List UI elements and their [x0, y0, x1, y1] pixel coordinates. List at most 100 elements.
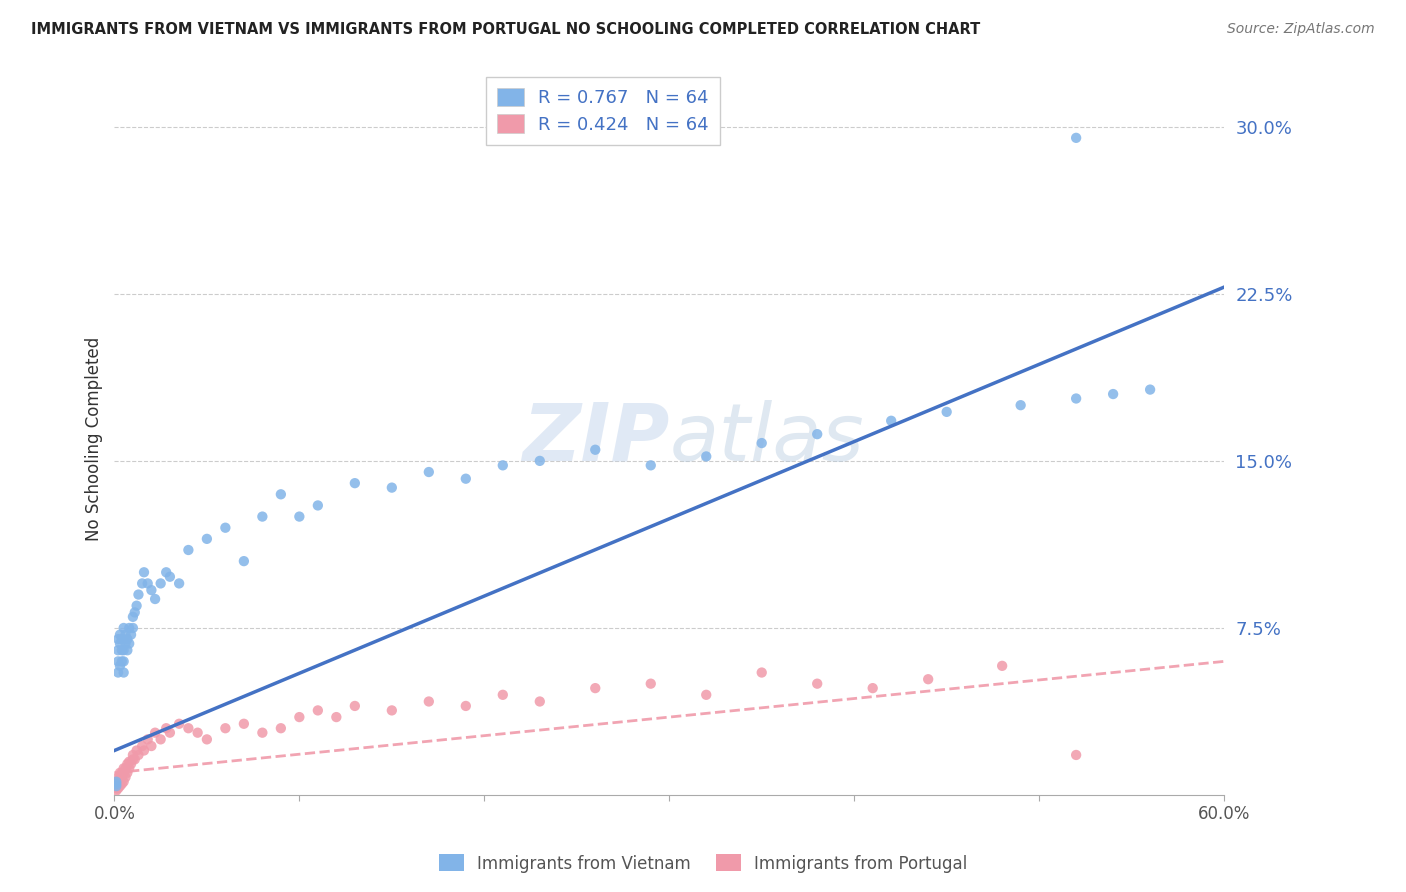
Point	[159, 725, 181, 739]
Point	[1010, 398, 1032, 412]
Point	[111, 765, 134, 780]
Point	[492, 458, 515, 473]
Point	[108, 636, 131, 650]
Point	[529, 454, 551, 468]
Point	[307, 703, 329, 717]
Point	[583, 442, 606, 457]
Point	[107, 665, 129, 680]
Point	[124, 752, 146, 766]
Point	[124, 606, 146, 620]
Point	[307, 499, 329, 513]
Point	[112, 643, 135, 657]
Point	[935, 405, 957, 419]
Point	[107, 632, 129, 646]
Point	[117, 632, 139, 646]
Text: ZIP: ZIP	[522, 400, 669, 477]
Point	[118, 621, 141, 635]
Legend: R = 0.767   N = 64, R = 0.424   N = 64: R = 0.767 N = 64, R = 0.424 N = 64	[485, 77, 720, 145]
Point	[991, 658, 1014, 673]
Point	[117, 643, 139, 657]
Point	[112, 665, 135, 680]
Point	[1102, 387, 1125, 401]
Point	[111, 632, 134, 646]
Point	[107, 643, 129, 657]
Point	[141, 583, 163, 598]
Point	[155, 721, 177, 735]
Point	[118, 636, 141, 650]
Point	[751, 665, 773, 680]
Point	[108, 658, 131, 673]
Point	[806, 427, 828, 442]
Point	[107, 781, 129, 796]
Point	[232, 716, 254, 731]
Point	[418, 694, 440, 708]
Point	[122, 752, 145, 766]
Point	[112, 774, 135, 789]
Point	[381, 703, 404, 717]
Point	[105, 779, 128, 793]
Point	[214, 521, 236, 535]
Point	[112, 621, 135, 635]
Point	[131, 739, 153, 753]
Point	[111, 777, 134, 791]
Text: IMMIGRANTS FROM VIETNAM VS IMMIGRANTS FROM PORTUGAL NO SCHOOLING COMPLETED CORRE: IMMIGRANTS FROM VIETNAM VS IMMIGRANTS FR…	[31, 22, 980, 37]
Point	[105, 779, 128, 793]
Point	[120, 756, 142, 771]
Point	[454, 698, 477, 713]
Point	[136, 576, 159, 591]
Point	[108, 627, 131, 641]
Point	[149, 576, 172, 591]
Point	[1064, 392, 1087, 406]
Point	[143, 592, 166, 607]
Point	[288, 710, 311, 724]
Point	[343, 476, 366, 491]
Point	[122, 747, 145, 762]
Point	[270, 721, 292, 735]
Point	[695, 688, 717, 702]
Point	[127, 747, 149, 762]
Point	[131, 576, 153, 591]
Point	[252, 725, 274, 739]
Point	[195, 532, 218, 546]
Point	[122, 610, 145, 624]
Point	[177, 721, 200, 735]
Point	[454, 472, 477, 486]
Point	[583, 681, 606, 695]
Point	[111, 643, 134, 657]
Point	[107, 770, 129, 784]
Point	[880, 414, 903, 428]
Point	[112, 654, 135, 668]
Point	[232, 554, 254, 568]
Point	[118, 761, 141, 775]
Point	[117, 765, 139, 780]
Point	[917, 672, 939, 686]
Point	[127, 588, 149, 602]
Point	[141, 739, 163, 753]
Point	[167, 576, 190, 591]
Point	[806, 676, 828, 690]
Text: Source: ZipAtlas.com: Source: ZipAtlas.com	[1227, 22, 1375, 37]
Point	[108, 779, 131, 793]
Point	[108, 770, 131, 784]
Point	[114, 770, 136, 784]
Point	[252, 509, 274, 524]
Point	[108, 774, 131, 789]
Point	[862, 681, 884, 695]
Point	[270, 487, 292, 501]
Point	[136, 732, 159, 747]
Point	[325, 710, 347, 724]
Point	[640, 676, 662, 690]
Point	[1139, 383, 1161, 397]
Point	[195, 732, 218, 747]
Point	[529, 694, 551, 708]
Point	[111, 654, 134, 668]
Point	[695, 450, 717, 464]
Y-axis label: No Schooling Completed: No Schooling Completed	[86, 336, 103, 541]
Point	[1064, 131, 1087, 145]
Point	[177, 543, 200, 558]
Point	[159, 570, 181, 584]
Point	[107, 777, 129, 791]
Point	[111, 770, 134, 784]
Point	[120, 627, 142, 641]
Point	[143, 725, 166, 739]
